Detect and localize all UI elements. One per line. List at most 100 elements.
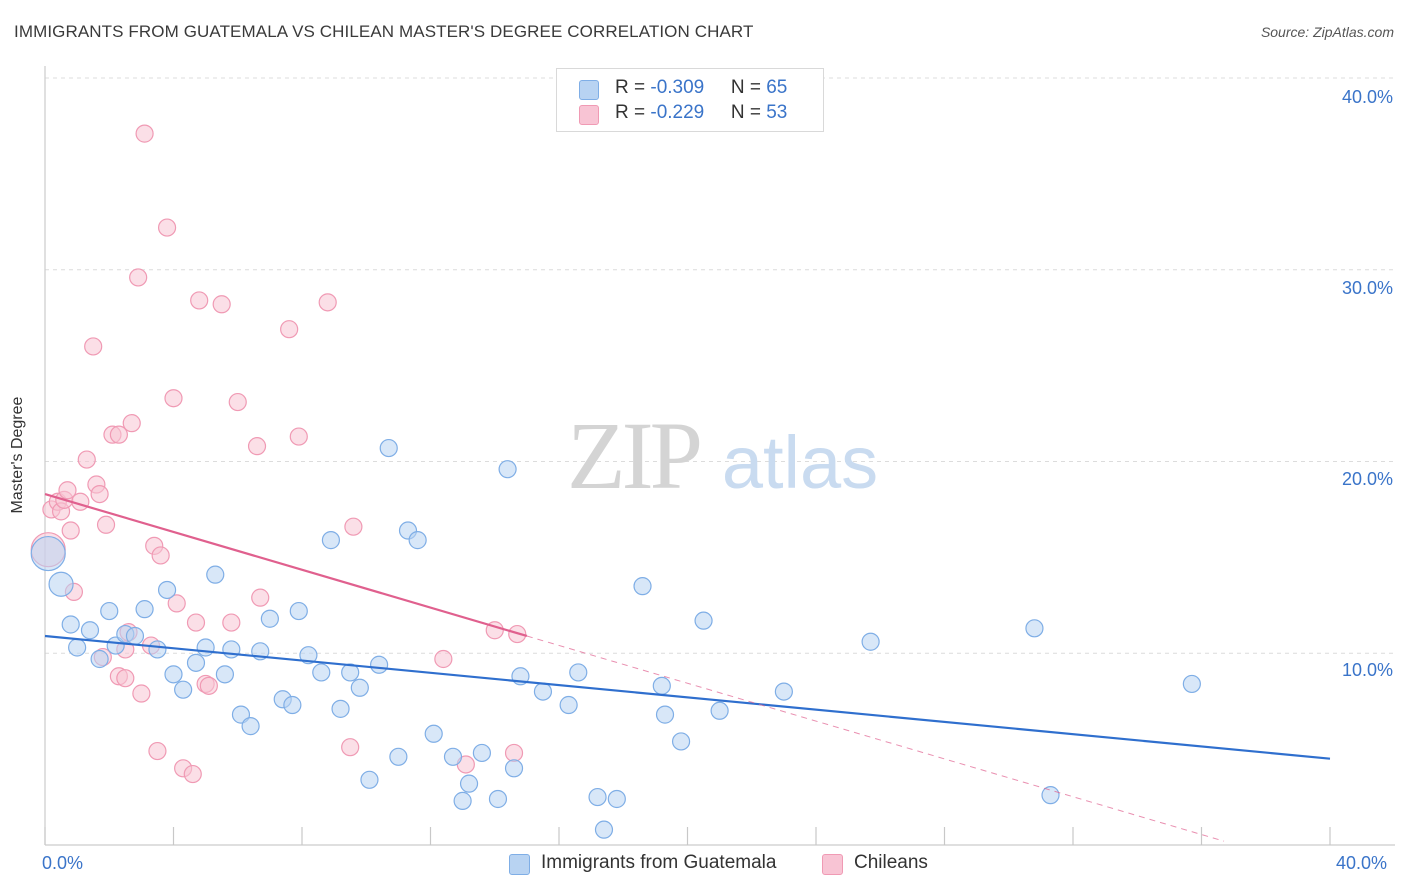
point-chilean (61, 521, 80, 540)
point-guatemala (607, 789, 626, 809)
point-guatemala (215, 665, 234, 684)
point-chilean (344, 517, 363, 536)
point-guatemala (379, 438, 398, 458)
point-guatemala (408, 531, 427, 550)
point-guatemala (774, 682, 793, 701)
point-guatemala (61, 615, 80, 634)
point-chilean (77, 450, 96, 469)
point-guatemala (283, 695, 302, 715)
point-chilean (186, 613, 206, 632)
point-guatemala (1182, 674, 1201, 694)
chart-title: IMMIGRANTS FROM GUATEMALA VS CHILEAN MAS… (14, 22, 754, 41)
x-tick-label-min: 0.0% (42, 853, 84, 873)
point-guatemala (100, 601, 119, 621)
point-guatemala (331, 699, 350, 718)
legend-r-value: -0.229 (650, 102, 705, 123)
point-chilean (247, 437, 267, 456)
point-guatemala (671, 732, 691, 751)
point-chilean (504, 743, 524, 763)
watermark: ZIP atlas (567, 402, 878, 509)
point-guatemala (186, 653, 206, 672)
point-chilean (251, 588, 270, 607)
point-guatemala (321, 531, 341, 550)
trend-line-chileans (44, 493, 528, 638)
point-guatemala (90, 649, 109, 669)
point-guatemala (504, 759, 524, 778)
point-chilean (90, 484, 109, 504)
point-chilean (228, 392, 247, 412)
point-guatemala (559, 695, 578, 715)
bottom-legend-swatch-blue (509, 854, 530, 875)
point-guatemala (569, 663, 588, 682)
point-guatemala (48, 571, 74, 597)
point-guatemala (424, 724, 443, 743)
point-chilean (289, 427, 308, 446)
y-tick-label-30: 30.0% (1341, 278, 1393, 298)
point-guatemala (443, 747, 463, 766)
point-guatemala (135, 600, 154, 619)
point-chilean (212, 295, 231, 314)
legend-n-value: 53 (766, 102, 788, 123)
point-chilean (58, 481, 77, 500)
legend-n-label: N = (730, 102, 767, 123)
point-guatemala (241, 717, 260, 736)
point-chilean (222, 613, 241, 632)
point-guatemala (206, 565, 225, 584)
series-guatemala (30, 438, 1201, 839)
watermark-zip: ZIP (567, 402, 700, 509)
point-guatemala (453, 791, 472, 810)
point-guatemala (196, 638, 215, 657)
point-guatemala (488, 789, 508, 809)
gridlines (45, 77, 1395, 654)
series-chileans (30, 124, 527, 784)
point-chilean (318, 293, 337, 312)
point-chilean (183, 764, 202, 784)
point-guatemala (389, 747, 408, 766)
point-chilean (84, 337, 103, 356)
point-guatemala (125, 626, 145, 646)
legend-n-label: N = (730, 77, 767, 98)
point-chilean (122, 414, 141, 433)
point-guatemala (164, 665, 183, 684)
point-guatemala (710, 701, 729, 720)
legend-swatch-pink (579, 105, 599, 125)
point-guatemala (861, 632, 880, 651)
point-chilean (434, 649, 453, 669)
point-guatemala (370, 655, 389, 674)
point-guatemala (80, 621, 100, 640)
point-guatemala (289, 601, 308, 621)
point-guatemala (312, 663, 331, 682)
bottom-legend-swatch-pink (822, 854, 843, 875)
trend-line-guatemala (44, 634, 1331, 760)
point-chilean (116, 669, 135, 688)
point-guatemala (633, 577, 652, 596)
point-guatemala (68, 638, 87, 657)
point-chilean (199, 676, 218, 695)
point-guatemala (157, 580, 177, 600)
point-guatemala (459, 774, 479, 793)
point-chilean (157, 218, 177, 237)
legend-r-label: R = (615, 77, 651, 98)
point-guatemala (655, 705, 675, 724)
bottom-legend-label: Chileans (854, 852, 928, 873)
legend-r-label: R = (615, 102, 651, 123)
y-tick-label-10: 10.0% (1341, 660, 1393, 680)
point-guatemala (594, 820, 614, 839)
point-chilean (109, 425, 128, 444)
y-tick-label-40: 40.0% (1341, 87, 1393, 107)
point-chilean (341, 738, 360, 757)
point-chilean (96, 515, 116, 534)
source-label: Source: ZipAtlas.com (1260, 24, 1394, 40)
point-chilean (129, 268, 148, 287)
point-guatemala (350, 678, 369, 697)
point-guatemala (498, 460, 517, 479)
point-guatemala (260, 609, 279, 628)
point-guatemala (588, 787, 607, 807)
point-chilean (164, 389, 183, 408)
point-chilean (280, 320, 299, 339)
x-tick-label-max: 40.0% (1336, 853, 1388, 873)
point-guatemala (30, 535, 66, 572)
point-chilean (132, 684, 151, 703)
y-tick-label-20: 20.0% (1341, 469, 1393, 489)
